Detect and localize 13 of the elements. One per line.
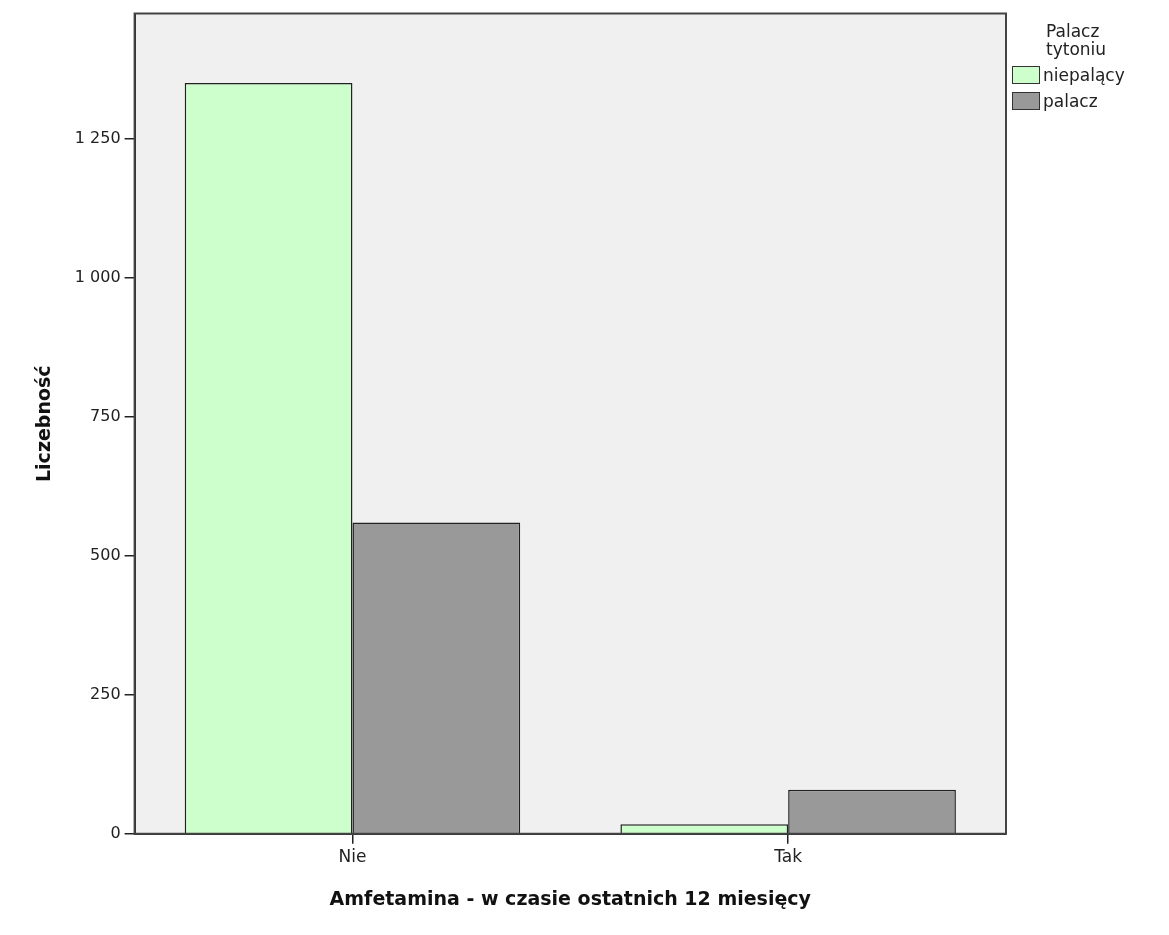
y-tick-label: 750 (90, 405, 121, 425)
y-tick-label: 250 (90, 683, 121, 703)
y-tick-label: 0 (110, 822, 121, 842)
x-tick-label: Nie (338, 846, 367, 867)
y-tick-label: 1 000 (74, 266, 121, 286)
y-axis-title: Liczebność (32, 365, 55, 482)
legend-title: Palacz tytoniu (1045, 21, 1108, 59)
x-axis-title: Amfetamina - w czasie ostatnich 12 miesięcy (329, 886, 812, 909)
x-tick-label: Tak (773, 846, 803, 867)
legend-label: palacz (1043, 91, 1098, 111)
legend-label: niepalący (1043, 65, 1125, 85)
y-tick-label: 1 250 (74, 127, 121, 147)
y-tick-label: 500 (90, 544, 121, 564)
